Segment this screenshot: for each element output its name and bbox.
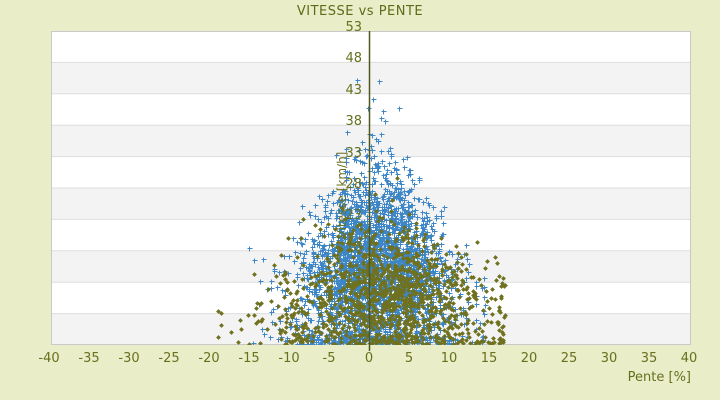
x-tick-label: 35 (640, 351, 658, 366)
x-tick-label: 10 (440, 351, 458, 366)
x-axis-title: Pente [%] (627, 370, 691, 385)
y-tick-label: 18 (345, 239, 362, 255)
plot-band (51, 93, 691, 126)
y-tick-label: 48 (345, 51, 362, 67)
y-tick-label: 28 (345, 177, 362, 192)
y-axis-title: Vitesse [km/h] (335, 151, 349, 239)
y-tick-label: 23 (345, 208, 362, 224)
x-tick-label: -35 (78, 351, 100, 366)
y-tick-label: 53 (345, 20, 362, 35)
y-tick-label: 3 (353, 334, 362, 349)
plot-band (51, 156, 691, 188)
x-tick-label: 20 (520, 351, 538, 366)
x-tick-label: -5 (322, 351, 336, 366)
x-tick-label: 30 (600, 351, 618, 366)
x-tick-label: 40 (680, 351, 698, 366)
y-tick-label: 43 (345, 82, 362, 98)
plot-band (51, 125, 691, 157)
x-tick-label: -20 (198, 351, 220, 366)
y-tick-label: 13 (345, 271, 362, 287)
vitesse-points-olive (216, 176, 508, 345)
y-tick-label: 33 (345, 145, 362, 161)
x-tick-label: 0 (364, 351, 374, 366)
chart-title: VITESSE vs PENTE (296, 4, 424, 19)
x-tick-label: -25 (158, 351, 180, 366)
x-tick-label: 5 (404, 351, 414, 366)
x-tick-label: 15 (480, 351, 498, 366)
x-tick-label: -15 (238, 351, 260, 366)
plot-band (51, 31, 691, 63)
x-tick-label: -10 (278, 351, 300, 366)
x-tick-label: -40 (38, 351, 60, 366)
x-tick-label: 25 (560, 351, 578, 366)
y-tick-label: 38 (345, 114, 362, 130)
y-tick-label: 8 (353, 302, 362, 318)
plot-band (51, 62, 691, 94)
x-tick-label: -30 (118, 351, 140, 366)
